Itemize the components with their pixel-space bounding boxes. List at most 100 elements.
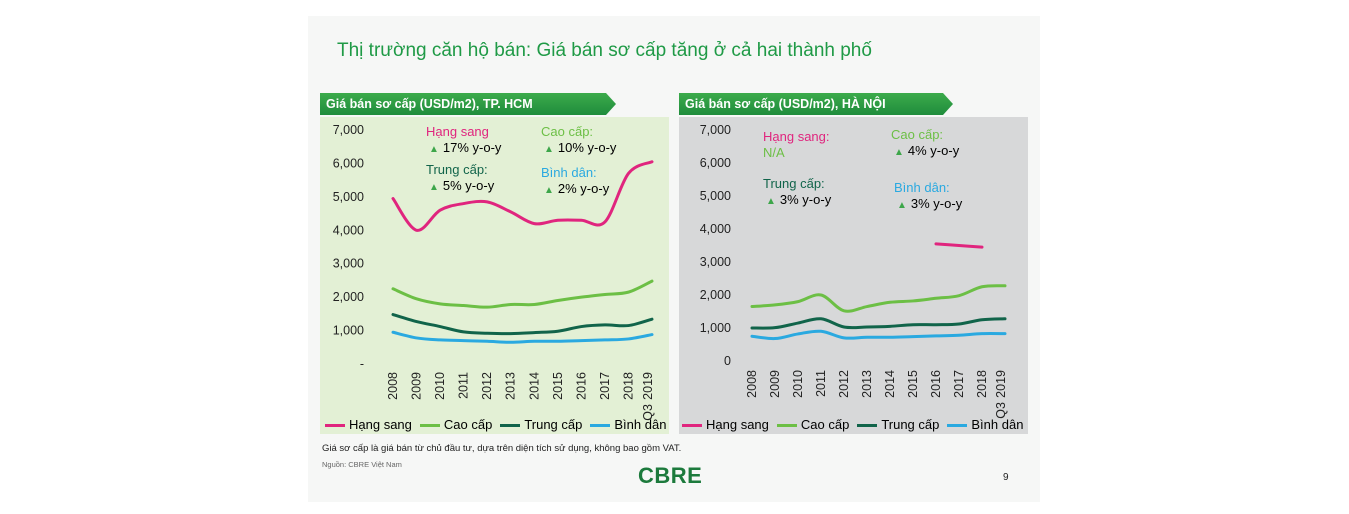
hcm-series-line-0 [391,160,654,232]
hcm-series-line-1 [391,279,654,309]
hn-x-tick-label: 2017 [952,370,966,398]
hcm-x-tick-label: 2017 [598,372,612,400]
hn-x-tick-label: 2010 [791,370,805,398]
hcm-series-line-2 [391,313,654,336]
up-triangle-icon: ▲ [429,182,439,193]
hcm-x-tick-label: 2016 [574,372,588,400]
hn-ann-hang-sang-value: N/A [763,145,785,160]
hcm-y-tick-label: 2,000 [333,290,364,304]
hcm-y-tick-label: 3,000 [333,257,364,271]
hn-ann-binh-dan-label: Bình dân: [894,180,950,195]
legend-label: Cao cấp [443,417,493,432]
legend-swatch [857,424,878,428]
hcm-ann-cao-cap-label: Cao cấp: [541,124,594,139]
legend-item-hang-sang: Hạng sang [325,417,412,432]
hcm-y-tick-label: 6,000 [333,156,364,170]
legend-swatch [682,424,702,428]
hn-x-tick-label: 2011 [814,370,828,397]
legend-label: Hạng sang [349,417,412,432]
legend-item-cao-cap: Cao cấp [419,417,493,432]
hcm-ann-trung-cap-label: Trung cấp: [426,162,488,177]
hcm-x-tick-label: 2015 [551,372,565,400]
hcm-x-tick-label: 2012 [480,372,494,400]
up-triangle-icon: ▲ [544,144,554,155]
hcm-x-tick-label: 2010 [433,372,447,400]
hcm-chart-header: Giá bán sơ cấp (USD/m2), TP. HCM [320,93,616,115]
hn-x-tick-label: 2018 [975,370,989,398]
hn-chart-panel [679,117,1028,434]
hcm-ann-cao-cap: ▲ 10% y-o-y [544,140,616,158]
source-note: Nguồn: CBRE Việt Nam [322,460,402,469]
hn-x-tick-label: 2009 [768,370,782,398]
up-triangle-icon: ▲ [894,147,904,158]
hn-y-tick-label: 3,000 [700,255,731,269]
legend-swatch [776,424,797,428]
hn-legend: Hạng sang Cao cấp Trung cấp Bình dân [682,417,1031,432]
slide-title: Thị trường căn hộ bán: Giá bán sơ cấp tă… [337,40,872,61]
hn-y-tick-label: 7,000 [700,123,731,137]
hcm-series-line-3 [391,330,654,344]
hcm-x-tick-label: 2009 [410,372,424,400]
hn-series-line-0 [934,242,984,249]
hn-x-tick-label: 2008 [745,370,759,398]
legend-swatch [419,424,440,428]
hcm-ann-hang-sang: ▲ 17% y-o-y [429,140,501,158]
legend-item-binh-dan: Bình dân [947,417,1023,432]
hn-ann-binh-dan: ▲ 3% y-o-y [897,196,962,214]
legend-label: Cao cấp [800,417,850,432]
hn-x-tick-label: 2019Q3 [994,370,1008,419]
footnote: Giá sơ cấp là giá bán từ chủ đầu tư, dựa… [322,443,682,454]
legend-swatch [947,424,968,428]
up-triangle-icon: ▲ [766,196,776,207]
hn-x-tick-label: 2014 [883,370,897,398]
hcm-ann-trung-cap: ▲ 5% y-o-y [429,178,494,196]
hn-x-tick-label: 2012 [837,370,851,398]
hcm-ann-trung-cap-value: 5% y-o-y [442,178,495,193]
hcm-ann-hang-sang-value: 17% y-o-y [442,140,502,155]
hcm-y-tick-label: 1,000 [333,324,364,338]
hcm-ann-hang-sang-label: Hạng sang [426,124,489,139]
hn-y-tick-label: 0 [724,354,731,368]
hn-series-line-3 [750,329,1007,341]
legend-swatch [500,424,521,428]
hcm-ann-binh-dan-value: 2% y-o-y [557,181,610,196]
hn-ann-trung-cap: ▲ 3% y-o-y [766,192,831,210]
hcm-ann-binh-dan-label: Bình dân: [541,165,597,180]
hn-ann-trung-cap-value: 3% y-o-y [779,192,832,207]
legend-label: Hạng sang [706,417,769,432]
hcm-x-tick-label: 2014 [527,372,541,400]
hcm-y-tick-label: 5,000 [333,190,364,204]
legend-item-binh-dan: Bình dân [590,417,666,432]
hn-y-tick-label: 2,000 [700,288,731,302]
hcm-y-tick-label: 4,000 [333,223,364,237]
hcm-y-tick-label: - [360,357,364,371]
hcm-chart-panel [320,117,669,434]
hn-x-tick-label: 2016 [929,370,943,398]
legend-label: Bình dân [971,417,1024,432]
hn-series-line-2 [750,317,1007,330]
hn-y-tick-label: 6,000 [700,156,731,170]
hn-y-tick-label: 1,000 [700,321,731,335]
legend-swatch [325,424,345,428]
up-triangle-icon: ▲ [429,144,439,155]
hn-ann-cao-cap-value: 4% y-o-y [907,143,960,158]
hn-series-line-1 [750,284,1007,313]
hcm-ann-binh-dan: ▲ 2% y-o-y [544,181,609,199]
page-number: 9 [1003,472,1009,483]
hn-ann-cao-cap: ▲ 4% y-o-y [894,143,959,161]
hcm-x-tick-label: 2013 [504,372,518,400]
hn-chart-header: Giá bán sơ cấp (USD/m2), HÀ NỘI [679,93,953,115]
hn-ann-binh-dan-value: 3% y-o-y [910,196,963,211]
legend-item-trung-cap: Trung cấp [857,417,939,432]
hn-y-tick-label: 4,000 [700,222,731,236]
hn-x-tick-label: 2013 [860,370,874,398]
hn-x-tick-label: 2015 [906,370,920,398]
hn-ann-cao-cap-label: Cao cấp: [891,127,944,142]
legend-swatch [590,424,611,428]
hcm-y-tick-label: 7,000 [333,123,364,137]
legend-label: Bình dân [614,417,667,432]
hcm-legend: Hạng sang Cao cấp Trung cấp Bình dân [325,417,674,432]
legend-item-cao-cap: Cao cấp [776,417,850,432]
legend-label: Trung cấp [881,417,940,432]
